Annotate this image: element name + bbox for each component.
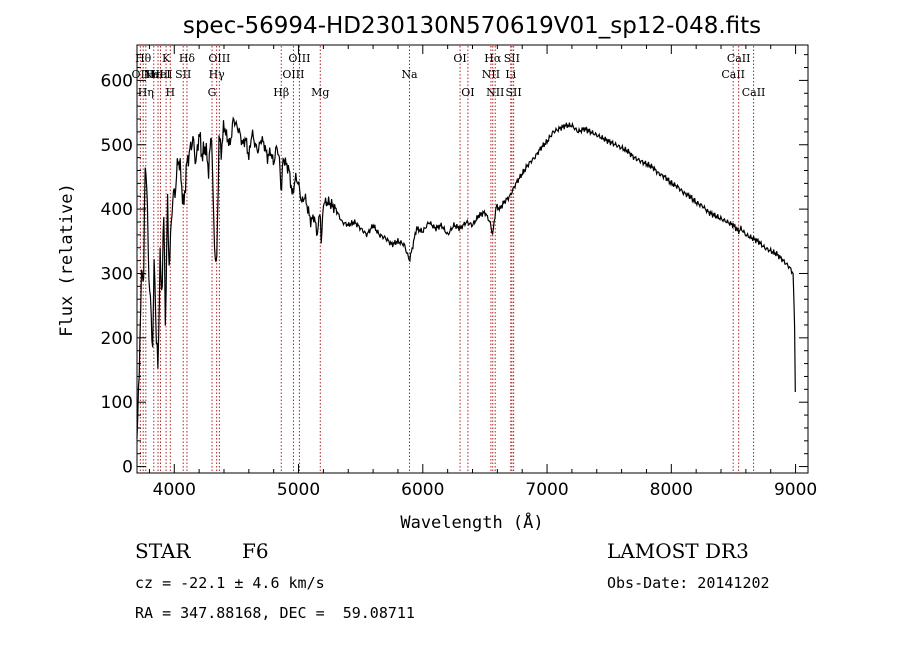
y-tick-label: 600 [101, 71, 133, 91]
survey-name: LAMOST DR3 [607, 539, 749, 563]
y-tick-label: 200 [101, 329, 133, 349]
x-tick-label: 6000 [401, 480, 444, 500]
line-marker-label: Hα [484, 52, 502, 65]
line-marker-label: H [166, 86, 176, 99]
plot-area [136, 44, 809, 474]
line-marker-label: OIII [208, 52, 230, 65]
line-marker-label: OI [461, 86, 474, 99]
x-axis-label: Wavelength (Å) [400, 511, 543, 533]
axis-ticks: 4000 5000 6000 7000 8000 9000 0 100 200 300 400 500… [101, 45, 817, 500]
chart-title: spec-56994-HD230130N570619V01_sp12-048.f… [183, 13, 761, 39]
coordinates-text: RA = 347.88168, DEC = 59.08711 [135, 604, 415, 622]
spectrum-line [136, 116, 796, 439]
line-marker-label: CaII [727, 52, 751, 65]
y-tick-label: 500 [101, 136, 133, 156]
spectral-line-markers: OIIHθHηHεNeIIIHeIKHSIIHδGHγOIIIHβOIIIOII… [131, 46, 765, 472]
x-tick-label: 9000 [774, 480, 817, 500]
x-tick-label: 5000 [277, 480, 320, 500]
line-marker-label: Hβ [273, 86, 289, 99]
object-class: STAR [135, 539, 191, 563]
line-marker-label: CaII [721, 68, 745, 81]
line-marker-label: CaII [742, 86, 766, 99]
y-tick-label: 0 [122, 458, 133, 478]
line-marker-label: Li [505, 68, 516, 81]
y-tick-label: 100 [101, 393, 133, 413]
line-marker-label: OI [453, 52, 466, 65]
redshift-text: cz = -22.1 ± 4.6 km/s [135, 574, 325, 592]
line-marker-label: G [208, 86, 217, 99]
line-marker-label: SII [504, 52, 520, 65]
y-tick-label: 400 [101, 200, 133, 220]
object-subclass: F6 [242, 539, 269, 563]
y-tick-label: 300 [101, 264, 133, 284]
line-marker-label: SII [506, 86, 522, 99]
line-marker-label: HeI [150, 68, 170, 81]
line-marker-label: Hδ [179, 52, 196, 65]
line-marker-label: Hη [138, 86, 154, 99]
line-marker-label: OIII [288, 52, 310, 65]
line-marker-label: Hθ [135, 52, 152, 65]
line-marker-label: NII [486, 86, 504, 99]
plot-frame [136, 44, 809, 474]
x-tick-label: 8000 [650, 480, 693, 500]
x-tick-label: 4000 [153, 480, 196, 500]
line-marker-label: OIII [282, 68, 304, 81]
line-marker-label: NeIII [143, 68, 172, 81]
line-marker-label: Mg [311, 86, 329, 99]
line-marker-label: SII [175, 68, 191, 81]
line-marker-label: Hγ [209, 68, 226, 81]
x-tick-label: 7000 [525, 480, 568, 500]
obs-date: Obs-Date: 20141202 [607, 574, 770, 592]
line-marker-label: K [162, 52, 171, 65]
line-marker-label: NII [482, 68, 500, 81]
y-axis-label: Flux (relative) [57, 183, 77, 337]
line-marker-label: OII [131, 68, 149, 81]
line-marker-label: Na [401, 68, 418, 81]
